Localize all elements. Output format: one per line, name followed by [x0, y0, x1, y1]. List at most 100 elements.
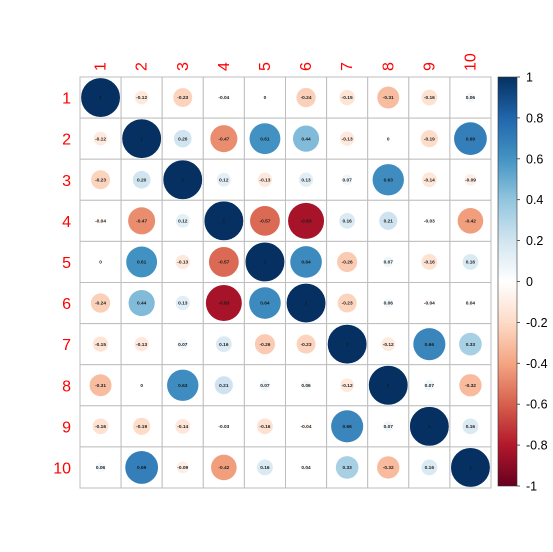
grid-cell — [367, 76, 410, 119]
correlation-circle — [203, 200, 244, 241]
row-label: 10 — [53, 460, 71, 477]
coefficient-label: 0.33 — [342, 465, 352, 471]
correlation-circle — [177, 338, 188, 350]
row-label: 7 — [62, 337, 71, 354]
coefficient-label: 0 — [140, 383, 143, 389]
correlation-circle — [249, 123, 281, 155]
correlation-circle — [121, 118, 162, 159]
column-label: 7 — [339, 62, 356, 71]
coefficient-label: -0.26 — [342, 260, 353, 266]
coefficient-label: -0.16 — [259, 424, 270, 430]
column-label: 10 — [462, 53, 479, 71]
correlation-circle — [167, 369, 199, 401]
row-label: 9 — [62, 419, 71, 436]
coefficient-label: 0.63 — [384, 177, 394, 183]
legend-tick-label: -0.6 — [526, 398, 548, 412]
correlation-circle — [298, 172, 314, 187]
correlation-circle — [464, 173, 477, 186]
correlation-circle — [465, 92, 476, 103]
correlation-circle — [383, 298, 394, 308]
correlation-circle — [176, 461, 189, 474]
correlation-circle — [331, 410, 364, 443]
coefficient-label: -0.32 — [383, 465, 394, 471]
coefficient-label: -0.14 — [424, 177, 435, 183]
coefficient-label: -0.13 — [342, 136, 353, 142]
coefficient-label: -0.09 — [465, 177, 476, 183]
row-label: 4 — [62, 214, 71, 231]
correlation-circle — [337, 293, 357, 313]
coefficient-label: -0.04 — [218, 95, 229, 101]
coefficient-label: 0.33 — [466, 342, 476, 348]
correlation-circle — [466, 299, 475, 307]
coefficient-label: 1 — [223, 218, 226, 224]
coefficient-label: 0.66 — [342, 424, 352, 430]
coefficient-label: -0.12 — [342, 383, 353, 389]
coefficient-label: 0.44 — [137, 301, 147, 307]
coefficient-label: -0.31 — [383, 95, 394, 101]
coefficient-label: -0.24 — [301, 95, 312, 101]
correlation-circle — [244, 241, 286, 283]
coefficient-label: 0.07 — [260, 383, 270, 389]
row-label: 2 — [62, 132, 71, 149]
coefficient-label: -0.15 — [342, 95, 353, 101]
correlation-circle — [175, 418, 191, 434]
correlation-circle — [89, 374, 112, 397]
correlation-circle — [250, 205, 280, 236]
coefficient-label: -0.23 — [177, 95, 188, 101]
coefficient-label: 0.04 — [301, 465, 311, 471]
coefficient-label: 1 — [264, 260, 267, 266]
coefficient-label: -0.83 — [218, 301, 229, 307]
row-labels: 1 2 3 4 5 6 7 8 9 10 — [53, 91, 71, 478]
correlation-circle — [290, 246, 322, 278]
correlation-circle — [91, 170, 111, 190]
coefficient-label: 0.07 — [342, 177, 352, 183]
coefficient-label: 0.07 — [384, 424, 394, 430]
correlation-circle — [210, 125, 238, 153]
coefficient-label: 1 — [428, 424, 431, 430]
correlation-circle — [454, 122, 487, 156]
coefficient-label: -0.19 — [424, 136, 435, 142]
correlation-circle — [372, 164, 404, 196]
correlation-circle — [421, 459, 438, 476]
correlation-circle — [175, 214, 190, 228]
row-label: 6 — [62, 296, 71, 313]
column-label: 9 — [421, 62, 438, 71]
legend-tick-label: 0.8 — [526, 111, 543, 125]
correlation-circle — [205, 285, 242, 322]
coefficient-label: 0 — [99, 260, 102, 266]
correlation-circle — [257, 459, 273, 476]
legend-tick-label: -0.4 — [526, 357, 548, 371]
correlation-circle — [162, 159, 203, 200]
correlation-circle — [95, 462, 106, 473]
coefficient-label: -0.47 — [218, 136, 229, 142]
correlation-circle — [220, 422, 228, 430]
coefficient-label: 1 — [140, 136, 143, 142]
coefficient-label: 0.16 — [466, 260, 476, 266]
coefficient-label: 0.16 — [342, 218, 352, 224]
coefficient-label: 0.07 — [384, 260, 394, 266]
coefficient-label: 0.12 — [178, 218, 188, 224]
coefficient-label: -0.23 — [301, 342, 312, 348]
correlation-circle — [377, 456, 400, 479]
coefficient-label: -0.23 — [95, 177, 106, 183]
correlation-circle — [257, 172, 273, 187]
legend-tick-label: 0.6 — [526, 152, 543, 166]
correlation-circle — [421, 172, 437, 188]
legend-tick-label: 1 — [526, 71, 533, 85]
row-label: 3 — [62, 173, 71, 190]
coefficient-label: -0.12 — [95, 136, 106, 142]
coefficient-label: 0.61 — [260, 136, 270, 142]
correlation-circle — [368, 365, 409, 406]
legend-tick-label: 0 — [526, 275, 533, 289]
legend-tick-label: 0.4 — [526, 193, 543, 207]
correlation-circles — [80, 77, 491, 488]
correlation-circle — [217, 172, 231, 187]
correlation-circle — [341, 174, 353, 185]
coefficient-label: -0.57 — [259, 218, 270, 224]
grid-cell — [120, 158, 163, 201]
coefficient-label: -0.16 — [95, 424, 106, 430]
correlation-circle — [301, 380, 311, 391]
correlation-circle — [421, 254, 438, 270]
coefficient-label: -0.31 — [95, 383, 106, 389]
